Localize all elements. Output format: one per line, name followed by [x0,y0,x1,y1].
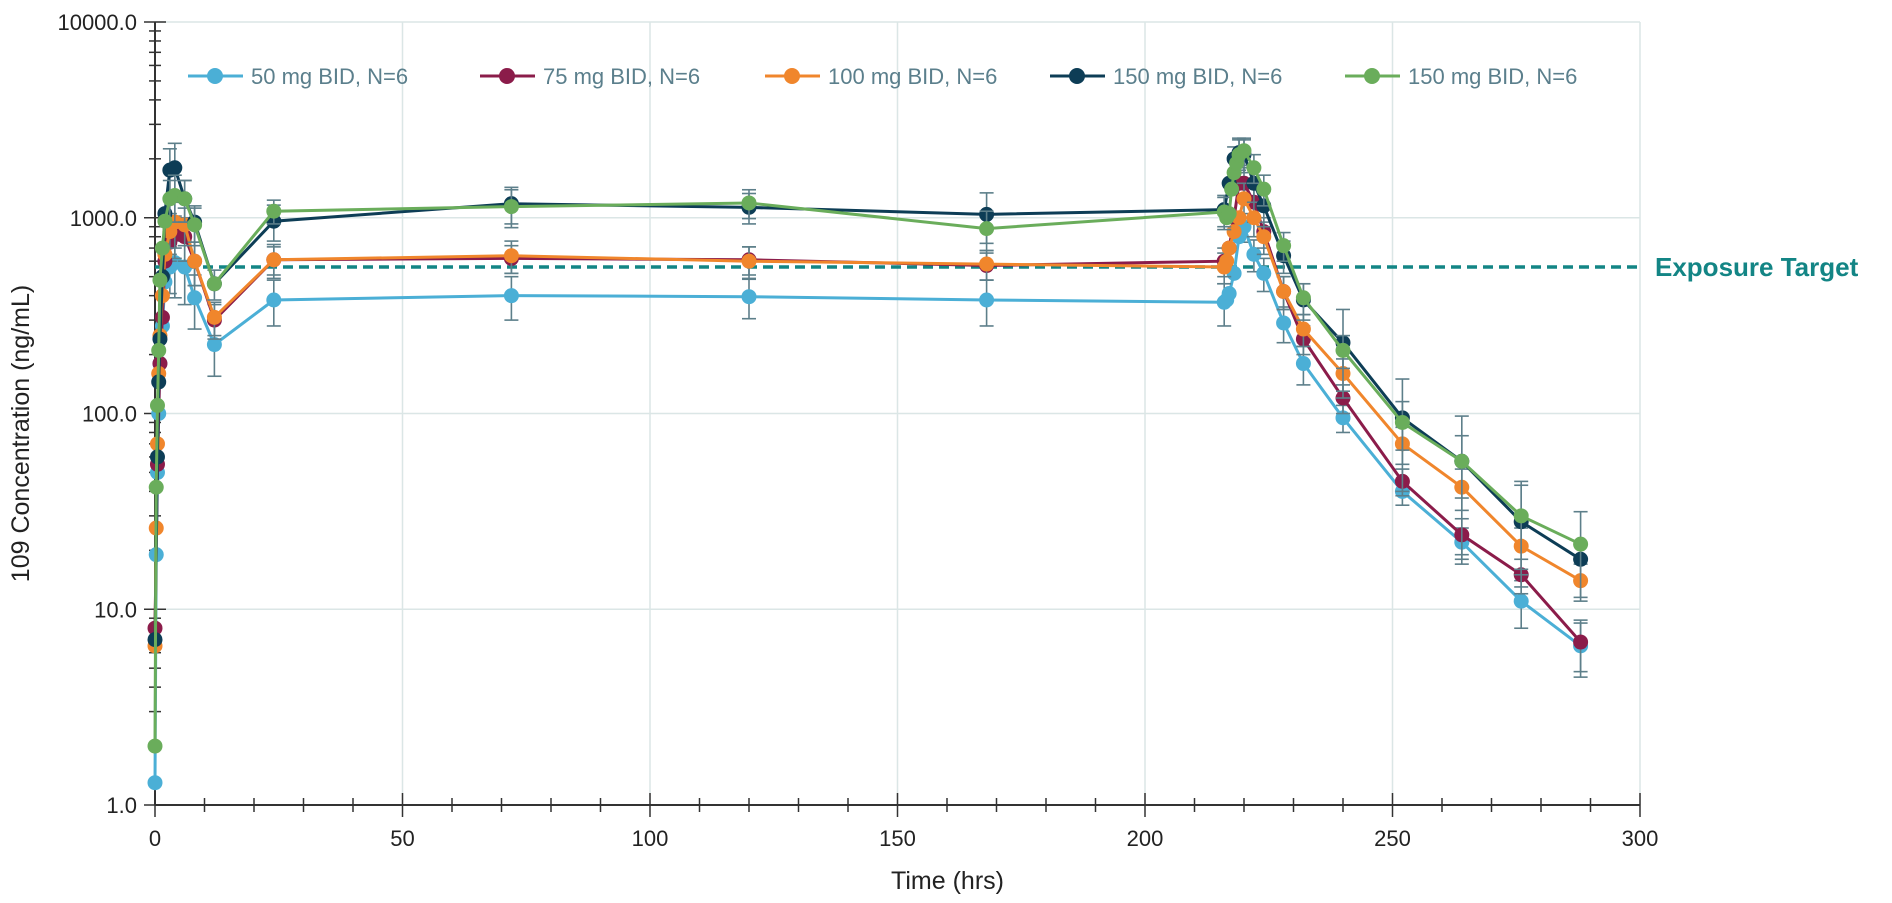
y-tick-label: 1.0 [106,793,137,818]
data-point [1224,181,1240,197]
legend-marker [1364,68,1380,84]
legend-label: 75 mg BID, N=6 [543,64,700,89]
gridlines [155,21,1641,805]
data-point [1226,224,1242,240]
data-point [1246,160,1262,176]
data-point [151,342,167,358]
data-point [266,203,282,219]
series-2 [147,166,1589,673]
data-point [1246,246,1262,262]
data-point [149,397,165,413]
data-point [266,252,282,268]
y-tick-label: 100.0 [82,402,137,427]
data-point [1246,210,1262,226]
data-point [157,213,173,229]
data-point [1276,315,1292,331]
x-tick-label: 150 [879,826,916,851]
data-point [1573,634,1589,650]
data-point [1221,240,1237,256]
data-point [1221,206,1237,222]
legend: 50 mg BID, N=6 75 mg BID, N=6 100 mg BID, … [188,64,1577,89]
data-point [147,775,163,791]
data-point [187,253,203,269]
data-point [1295,321,1311,337]
x-tick-label: 0 [149,826,161,851]
data-point [741,195,757,211]
data-point [503,248,519,264]
data-point [1256,229,1272,245]
legend-label: 100 mg BID, N=6 [828,64,997,89]
data-point [1513,508,1529,524]
series-line [153,222,1582,783]
data-point [148,479,164,495]
data-point [979,292,995,308]
legend-label: 150 mg BID, N=6 [1408,64,1577,89]
series-3 [147,182,1589,654]
legend-marker [784,68,800,84]
series-line [153,150,1582,640]
series-5 [147,137,1589,754]
data-point [1221,286,1237,302]
y-tick-label: 10.0 [94,597,137,622]
data-point [1236,143,1252,159]
data-point [979,221,995,237]
data-point [1276,238,1292,254]
x-tick-label: 300 [1622,826,1659,851]
legend-marker [1069,68,1085,84]
data-point [1295,356,1311,372]
x-tick-label: 250 [1374,826,1411,851]
y-tick-label: 1000.0 [70,206,137,231]
data-point [206,337,222,353]
series-group [147,137,1589,791]
data-point [167,160,183,176]
data-point [152,272,168,288]
legend-marker [499,68,515,84]
data-point [741,289,757,305]
data-point [1335,342,1351,358]
legend-label: 50 mg BID, N=6 [251,64,408,89]
legend-marker [207,68,223,84]
data-point [1513,593,1529,609]
data-point [1454,453,1470,469]
data-point [1236,191,1252,207]
data-point [206,276,222,292]
data-point [979,256,995,272]
series-1 [147,212,1589,791]
x-tick-label: 200 [1127,826,1164,851]
series-line [153,181,1582,643]
data-point [187,290,203,306]
data-point [1276,283,1292,299]
exposure-target-label: Exposure Target [1655,252,1859,282]
data-point [1256,181,1272,197]
data-point [187,217,203,233]
y-axis-title: 109 Concentration (ng/mL) [7,285,35,582]
data-point [1394,414,1410,430]
data-point [206,309,222,325]
data-point [177,191,193,207]
data-point [1295,290,1311,306]
data-point [741,253,757,269]
x-tick-label: 100 [632,826,669,851]
data-point [1219,253,1235,269]
data-point [147,738,163,754]
x-tick-label: 50 [390,826,414,851]
data-point [1256,265,1272,281]
data-point [1573,536,1589,552]
y-tick-label: 10000.0 [57,10,137,35]
legend-label: 150 mg BID, N=6 [1113,64,1282,89]
data-point [266,292,282,308]
data-point [154,240,170,256]
x-axis-title: Time (hrs) [891,867,1004,895]
data-point [503,199,519,215]
data-point [503,288,519,304]
